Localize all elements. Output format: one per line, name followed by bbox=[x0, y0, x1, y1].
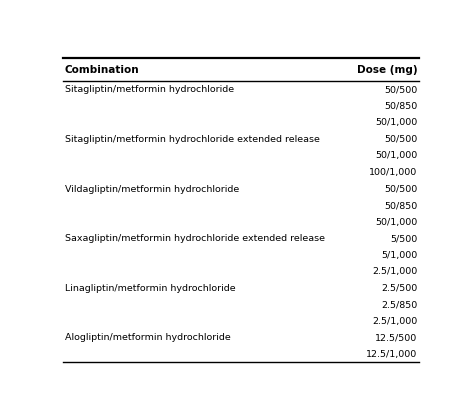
Text: Vildagliptin/metformin hydrochloride: Vildagliptin/metformin hydrochloride bbox=[64, 184, 239, 193]
Text: Linagliptin/metformin hydrochloride: Linagliptin/metformin hydrochloride bbox=[64, 283, 235, 292]
Text: Sitagliptin/metformin hydrochloride: Sitagliptin/metformin hydrochloride bbox=[64, 85, 234, 94]
Text: Saxagliptin/metformin hydrochloride extended release: Saxagliptin/metformin hydrochloride exte… bbox=[64, 234, 325, 242]
Text: Dose (mg): Dose (mg) bbox=[357, 65, 417, 75]
Text: 50/1,000: 50/1,000 bbox=[375, 217, 417, 226]
Text: 5/500: 5/500 bbox=[390, 234, 417, 242]
Text: Alogliptin/metformin hydrochloride: Alogliptin/metformin hydrochloride bbox=[64, 332, 230, 342]
Text: 50/1,000: 50/1,000 bbox=[375, 118, 417, 127]
Text: 50/850: 50/850 bbox=[384, 201, 417, 209]
Text: Sitagliptin/metformin hydrochloride extended release: Sitagliptin/metformin hydrochloride exte… bbox=[64, 135, 320, 144]
Text: 2.5/500: 2.5/500 bbox=[381, 283, 417, 292]
Text: 12.5/1,000: 12.5/1,000 bbox=[366, 349, 417, 358]
Text: 50/500: 50/500 bbox=[384, 135, 417, 144]
Text: 50/500: 50/500 bbox=[384, 184, 417, 193]
Text: 100/1,000: 100/1,000 bbox=[369, 168, 417, 177]
Text: 5/1,000: 5/1,000 bbox=[381, 250, 417, 259]
Text: 50/850: 50/850 bbox=[384, 102, 417, 111]
Text: 2.5/1,000: 2.5/1,000 bbox=[372, 316, 417, 325]
Text: 12.5/500: 12.5/500 bbox=[375, 332, 417, 342]
Text: 50/1,000: 50/1,000 bbox=[375, 151, 417, 160]
Text: 50/500: 50/500 bbox=[384, 85, 417, 94]
Text: Combination: Combination bbox=[64, 65, 139, 75]
Text: 2.5/1,000: 2.5/1,000 bbox=[372, 267, 417, 275]
Text: 2.5/850: 2.5/850 bbox=[381, 299, 417, 309]
